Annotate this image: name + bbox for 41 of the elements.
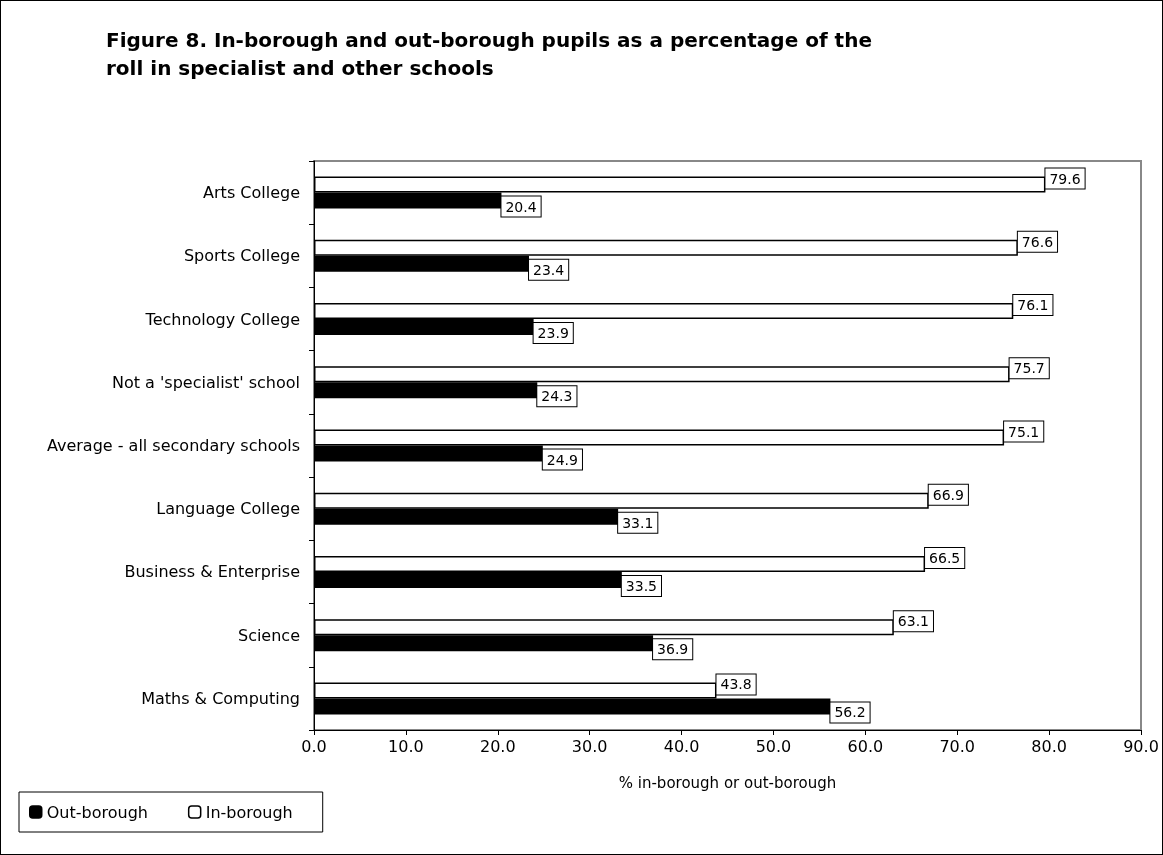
y-tick-label: Average - all secondary schools (46, 436, 300, 455)
x-tick-label: 50.0 (755, 736, 792, 756)
data-label: 76.6 (1021, 233, 1054, 250)
x-tick-label: 0.0 (301, 736, 327, 756)
y-tick-label: Maths & Computing (141, 688, 300, 708)
data-label: 36.9 (657, 641, 689, 658)
data-label: 43.8 (720, 676, 752, 693)
data-label: 23.9 (537, 325, 569, 342)
legend-label: In-borough (205, 802, 293, 822)
data-label: 24.9 (546, 451, 578, 468)
data-label: 76.1 (1017, 297, 1049, 314)
data-label: 63.1 (897, 613, 929, 630)
y-tick-label: Business & Enterprise (124, 562, 300, 582)
data-label: 79.6 (1049, 170, 1081, 187)
data-label: 33.5 (625, 577, 657, 594)
data-label: 56.2 (834, 704, 866, 721)
y-tick-label: Arts College (203, 183, 300, 203)
chart-title: Figure 8. In-borough and out-borough pupils as a percentage of the roll in specialist and other schools (106, 28, 872, 80)
y-tick-label: Not a 'specialist' school (111, 372, 300, 392)
x-tick-label: 90.0 (1123, 736, 1159, 756)
data-label: 24.3 (541, 388, 573, 405)
x-tick-label: 30.0 (571, 736, 608, 756)
data-label: 23.4 (533, 261, 565, 278)
y-tick-label: Technology College (144, 309, 300, 329)
y-tick-label: Science (237, 625, 300, 645)
legend-label: Out-borough (46, 802, 148, 822)
x-tick-label: 60.0 (847, 736, 884, 756)
data-label: 75.1 (1008, 423, 1040, 440)
y-tick-label: Sports College (183, 246, 300, 266)
x-tick-label: 20.0 (479, 736, 516, 756)
x-tick-label: 70.0 (939, 736, 976, 756)
x-tick-label: 10.0 (388, 736, 424, 756)
x-axis-title: % in-borough or out-borough (618, 773, 837, 792)
y-tick-label: Language College (156, 499, 300, 519)
x-tick-label: 80.0 (1031, 736, 1067, 756)
x-tick-label: 40.0 (663, 736, 700, 756)
data-label: 33.1 (622, 514, 654, 531)
data-label: 75.7 (1013, 360, 1045, 377)
data-label: 66.5 (929, 549, 961, 566)
data-label: 20.4 (505, 198, 537, 215)
data-label: 66.9 (932, 486, 964, 503)
